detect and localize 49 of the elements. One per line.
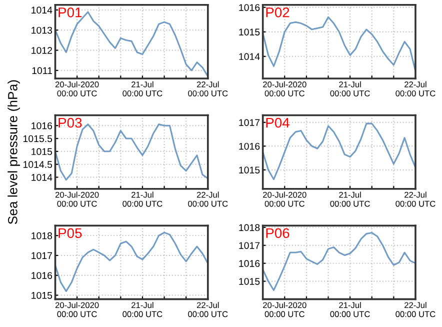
x-tick-label: 22-Jul 00:00 UTC — [396, 192, 436, 207]
annotation: P04 — [266, 118, 290, 128]
x-tick-label: 21-Jul 00:00 UTC — [330, 302, 370, 318]
x-tick-label: 20-Jul-2020 00:00 UTC — [263, 192, 306, 207]
y-tick-label: 1016 — [239, 260, 260, 267]
y-tick-label: 1016 — [32, 122, 52, 130]
x-tick-label: 21-Jul 00:00 UTC — [122, 302, 162, 318]
y-tick-label: 1015 — [239, 28, 260, 36]
y-tick-label: 1017 — [239, 119, 260, 126]
y-tick-label: 1016 — [239, 4, 260, 11]
y-tick-label: 1011 — [32, 67, 52, 74]
y-tick-label: 1013 — [32, 26, 52, 34]
y-tick-label: 1017 — [239, 242, 260, 249]
x-tick-label: 20-Jul-2020 00:00 UTC — [263, 81, 306, 96]
y-axis-title: Sea level pressure (hPa) — [8, 80, 20, 224]
x-tick-label: 20-Jul-2020 00:00 UTC — [55, 81, 99, 96]
x-tick-label: 21-Jul 00:00 UTC — [122, 81, 162, 96]
x-tick-label: 20-Jul-2020 00:00 UTC — [55, 302, 99, 318]
y-tick-label: 1014 — [239, 53, 260, 60]
x-tick-label: 20-Jul-2020 00:00 UTC — [55, 192, 99, 207]
y-tick-label: 1015 — [239, 278, 260, 285]
y-tick-label: 1016 — [239, 142, 260, 150]
y-tick-label: 1018 — [32, 232, 52, 240]
y-tick-label: 1018 — [239, 224, 260, 232]
y-tick-label: 1012 — [32, 46, 52, 54]
y-tick-label: 1014 — [32, 6, 52, 14]
x-tick-label: 22-Jul 00:00 UTC — [188, 192, 228, 207]
x-tick-label: 22-Jul 00:00 UTC — [188, 81, 228, 96]
annotation: P02 — [266, 7, 290, 18]
line-series — [262, 16, 416, 72]
x-tick-label: 20-Jul-2020 00:00 UTC — [263, 302, 306, 318]
y-tick-label: 1014.5 — [23, 161, 52, 168]
y-tick-label: 1015 — [239, 166, 260, 174]
annotation: P06 — [266, 228, 290, 238]
x-tick-label: 22-Jul 00:00 UTC — [188, 302, 228, 318]
y-tick-label: 1015.5 — [23, 135, 52, 142]
x-tick-label: 21-Jul 00:00 UTC — [122, 192, 162, 207]
x-tick-label: 22-Jul 00:00 UTC — [396, 302, 436, 318]
annotation: P03 — [58, 118, 82, 128]
x-tick-label: 21-Jul 00:00 UTC — [330, 81, 370, 96]
x-tick-label: 21-Jul 00:00 UTC — [330, 192, 370, 207]
y-tick-label: 1014 — [32, 174, 52, 181]
y-tick-label: 1017 — [32, 252, 52, 260]
y-tick-label: 1015 — [32, 148, 52, 156]
annotation: P01 — [58, 7, 82, 18]
x-tick-label: 22-Jul 00:00 UTC — [396, 81, 436, 96]
y-tick-label: 1015 — [32, 292, 52, 299]
annotation: P05 — [58, 228, 82, 238]
y-tick-label: 1016 — [32, 272, 52, 279]
